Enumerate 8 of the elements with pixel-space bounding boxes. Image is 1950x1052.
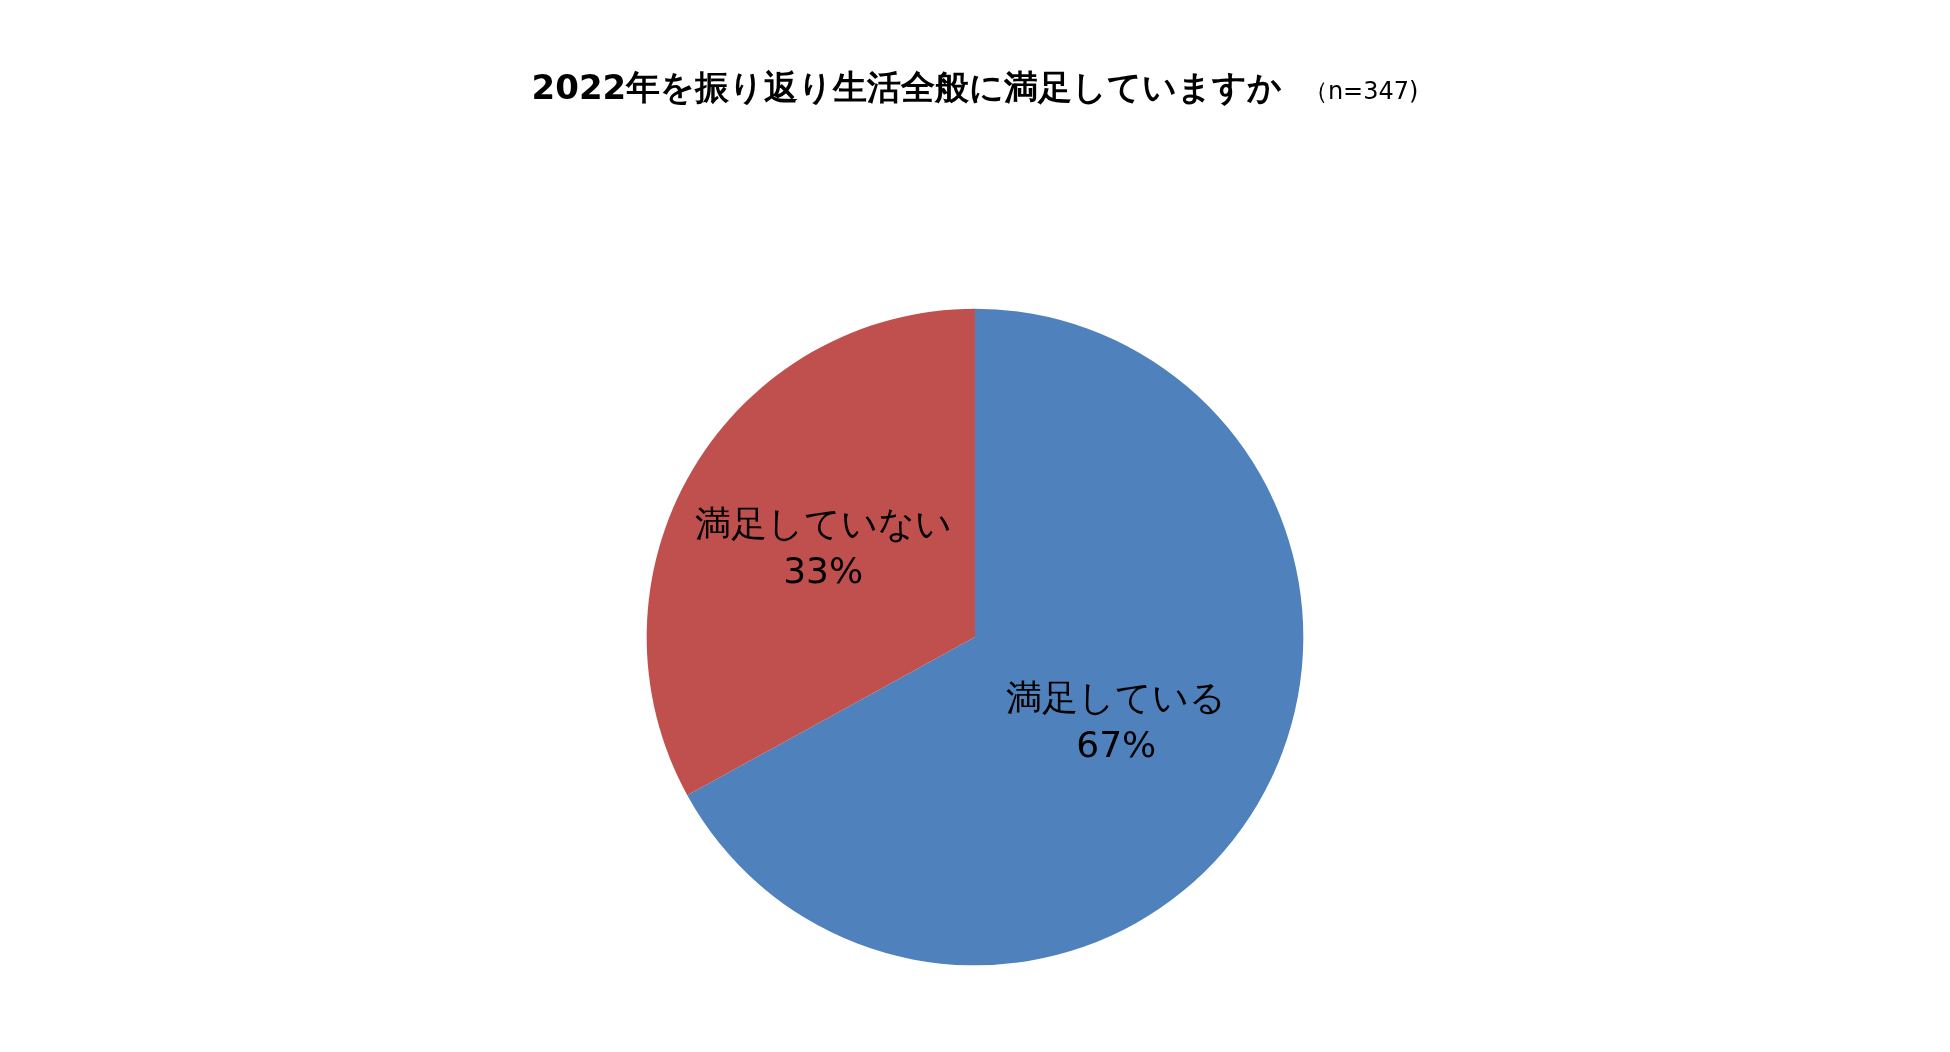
text: （n=347) [1303, 76, 1419, 105]
pie-slice [646, 308, 975, 796]
data-label: 67% [1076, 723, 1157, 765]
slice-label: 満足している [1006, 676, 1227, 718]
data-label: 33% [783, 550, 864, 592]
pie-slice [687, 308, 1304, 965]
slice-label: 満足していない [694, 503, 952, 545]
chart-title: 2022年を振り返り生活全般に満足していますか [531, 66, 1283, 107]
